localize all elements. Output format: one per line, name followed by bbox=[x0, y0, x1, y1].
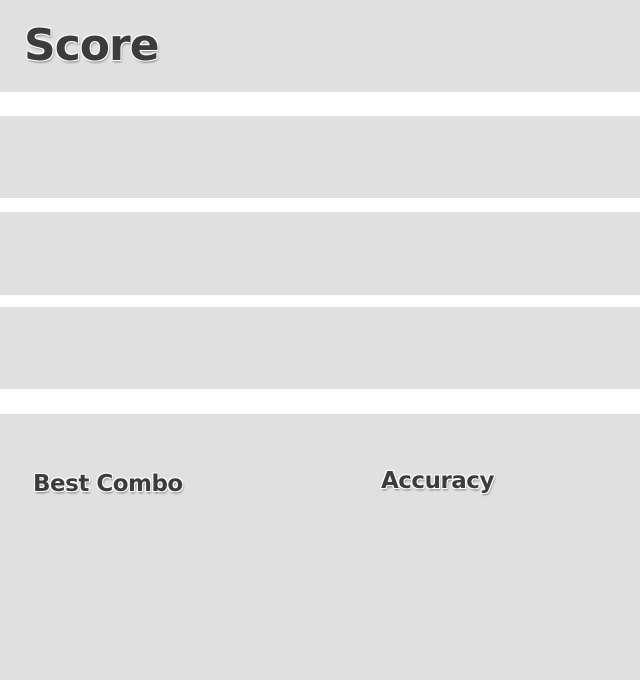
score-row-2 bbox=[0, 212, 640, 295]
score-row-3 bbox=[0, 307, 640, 389]
best-combo-label: Best Combo bbox=[33, 471, 183, 497]
header-panel: Score bbox=[0, 0, 640, 92]
page-title: Score bbox=[24, 20, 160, 71]
stats-panel bbox=[0, 414, 640, 680]
accuracy-label: Accuracy bbox=[381, 468, 494, 494]
score-row-1 bbox=[0, 116, 640, 198]
